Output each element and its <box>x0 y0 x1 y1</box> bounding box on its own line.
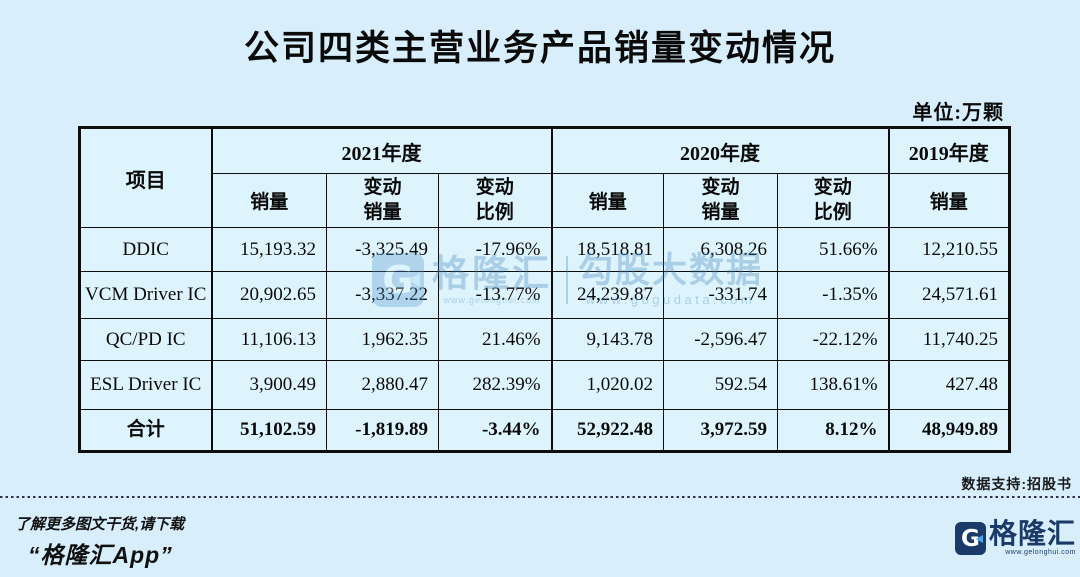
cell-value: 24,239.87 <box>550 271 665 319</box>
row-label: ESL Driver IC <box>79 360 212 410</box>
cell-value: 2,880.47 <box>326 360 439 410</box>
unit-label: 单位:万颗 <box>912 102 1004 124</box>
header-2020-ratio: 变动比例 <box>777 173 890 228</box>
header-2021-sales: 销量 <box>210 173 327 228</box>
cell-value: 11,740.25 <box>887 318 1011 361</box>
header-year-2019: 2019年度 <box>887 127 1011 174</box>
page-title: 公司四类主营业务产品销量变动情况 <box>243 29 836 68</box>
cell-value: -17.96% <box>437 227 553 272</box>
cell-value: 427.48 <box>887 360 1011 410</box>
cell-value: 20,902.65 <box>210 271 327 319</box>
cell-value: -13.77% <box>437 271 553 319</box>
table-row-esl: ESL Driver IC 3,900.49 2,880.47 282.39% … <box>79 360 1011 410</box>
table-row-qcpd: QC/PD IC 11,106.13 1,962.35 21.46% 9,143… <box>79 318 1011 361</box>
footer-logo-url: www.gelonghui.com <box>1005 549 1076 556</box>
header-year-2020: 2020年度 <box>550 127 890 174</box>
row-label: QC/PD IC <box>79 318 212 361</box>
header-2020-ratio-label: 变动比例 <box>813 176 852 223</box>
cell-value: -1,819.89 <box>326 409 439 452</box>
cell-value: 138.61% <box>777 360 890 410</box>
cell-value: -1.35% <box>777 271 890 319</box>
cell-value: 18,518.81 <box>550 227 665 272</box>
row-label: VCM Driver IC <box>79 271 212 319</box>
cell-value: -3.44% <box>437 409 553 452</box>
g-letter: G <box>961 525 980 552</box>
cell-value: 15,193.32 <box>210 227 327 272</box>
cell-value: 6,308.26 <box>663 227 779 272</box>
header-year-row: 项目 2021年度 2020年度 2019年度 <box>79 127 1011 228</box>
sales-table: 项目 2021年度 2020年度 2019年度 销量 变动销量 变动比例 销量 … <box>78 126 1012 453</box>
cell-value: 51.66% <box>777 227 890 272</box>
header-2021-ratio: 变动比例 <box>437 173 553 228</box>
gelonghui-logo-icon: G <box>954 522 986 555</box>
promo-text-line1: 了解更多图文干货,请下载 <box>15 516 185 533</box>
cell-value: -331.74 <box>663 271 779 319</box>
cell-value: 592.54 <box>663 360 779 410</box>
header-2019-sales: 销量 <box>887 173 1011 228</box>
table-row-ddic: DDIC 15,193.32 -3,325.49 -17.96% 18,518.… <box>79 227 1011 272</box>
cell-value: 1,962.35 <box>326 318 439 361</box>
cell-value: 3,900.49 <box>210 360 327 410</box>
header-2021-ratio-label: 变动比例 <box>475 176 514 223</box>
table-row-vcm: VCM Driver IC 20,902.65 -3,337.22 -13.77… <box>79 271 1011 319</box>
cell-value: 48,949.89 <box>887 409 1011 452</box>
header-2020-change-label: 变动销量 <box>701 176 740 223</box>
cell-value: 51,102.59 <box>210 409 327 452</box>
promo-text-line2: “格隆汇App” <box>28 542 173 568</box>
cell-value: -22.12% <box>777 318 890 361</box>
cell-value: 282.39% <box>437 360 553 410</box>
row-label: DDIC <box>79 227 212 272</box>
cell-value: 3,972.59 <box>663 409 779 452</box>
dotted-divider <box>0 496 1080 498</box>
data-source-note: 数据支持:招股书 <box>961 476 1072 492</box>
header-2020-change: 变动销量 <box>663 173 779 228</box>
row-label: 合计 <box>79 409 212 452</box>
cell-value: 52,922.48 <box>550 409 665 452</box>
cell-value: 8.12% <box>777 409 890 452</box>
header-year-2021: 2021年度 <box>210 127 553 174</box>
cell-value: 9,143.78 <box>550 318 665 361</box>
cell-value: 12,210.55 <box>887 227 1011 272</box>
cell-value: 1,020.02 <box>550 360 665 410</box>
cell-value: 11,106.13 <box>210 318 327 361</box>
cell-value: -3,325.49 <box>326 227 439 272</box>
footer-logo-text-block: 格隆汇 www.gelonghui.com <box>988 518 1076 557</box>
header-sub-row: 销量 变动销量 变动比例 销量 变动销量 变动比例 销量 <box>80 173 1011 228</box>
cell-value: -3,337.22 <box>326 271 439 319</box>
cell-value: -2,596.47 <box>663 318 779 361</box>
header-item: 项目 <box>79 127 212 228</box>
gelonghui-footer-logo: G 格隆汇 www.gelonghui.com <box>954 518 1076 557</box>
footer-logo-text: 格隆汇 <box>988 518 1076 549</box>
cell-value: 21.46% <box>437 318 553 361</box>
header-2021-change-label: 变动销量 <box>363 176 402 223</box>
table-row-total: 合计 51,102.59 -1,819.89 -3.44% 52,922.48 … <box>79 409 1011 452</box>
header-2020-sales: 销量 <box>550 173 665 228</box>
header-2021-change: 变动销量 <box>326 173 439 228</box>
cell-value: 24,571.61 <box>887 271 1011 319</box>
